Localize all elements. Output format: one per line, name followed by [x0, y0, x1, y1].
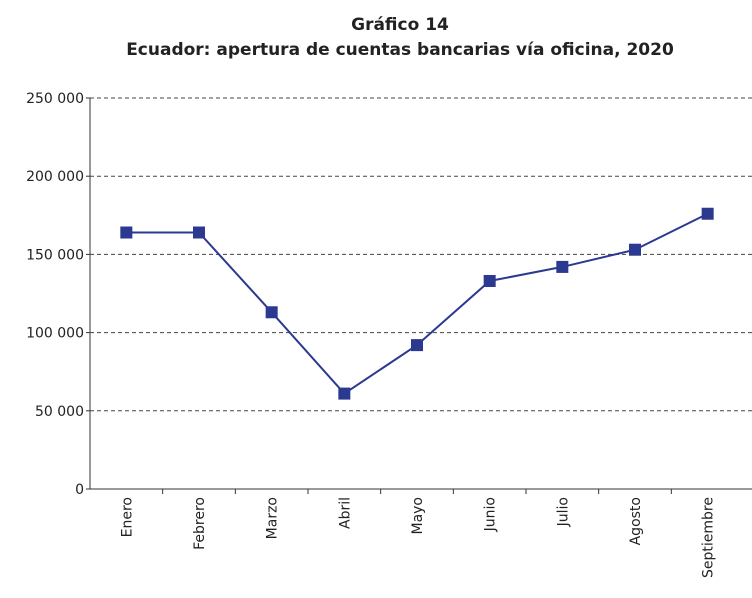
x-tick-label: Septiembre	[701, 497, 717, 578]
point-marker	[629, 243, 641, 256]
x-tick-label: Enero	[119, 497, 135, 537]
y-tick-label: 100 000	[26, 326, 84, 342]
y-tick-label: 0	[75, 482, 84, 498]
point-marker	[411, 339, 423, 352]
point-marker	[193, 226, 205, 239]
y-tick-label: 200 000	[26, 169, 84, 185]
point-marker	[556, 260, 569, 273]
x-tick-label: Abril	[337, 497, 353, 529]
point-marker	[338, 387, 351, 400]
x-tick-label: Mayo	[410, 497, 426, 535]
x-tick-label: Marzo	[265, 497, 281, 539]
x-tick-label: Julio	[555, 497, 571, 527]
point-marker	[701, 207, 714, 220]
chart-title: Gráfico 14	[351, 15, 449, 35]
y-tick-label: 250 000	[26, 91, 84, 107]
chart-subtitle: Ecuador: apertura de cuentas bancarias v…	[126, 40, 674, 60]
x-tick-label: Agosto	[628, 497, 644, 545]
y-tick-label: 50 000	[35, 404, 84, 420]
point-marker	[483, 274, 496, 287]
point-marker	[265, 306, 278, 319]
series-line	[126, 212, 709, 395]
x-tick-label: Febrero	[192, 497, 208, 550]
y-tick-label: 150 000	[26, 247, 84, 263]
x-tick-label: Junio	[483, 497, 499, 532]
point-marker	[120, 226, 133, 239]
